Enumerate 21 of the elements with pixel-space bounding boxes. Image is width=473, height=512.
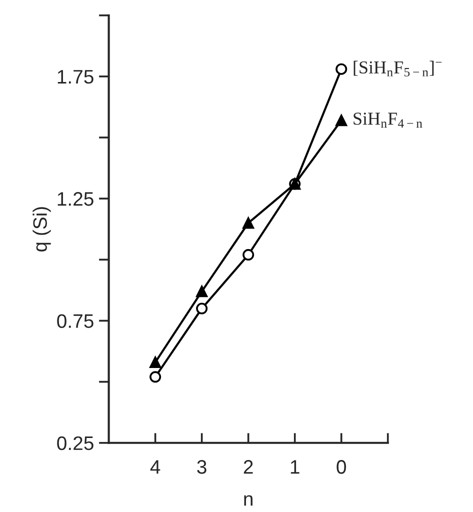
point [150,371,162,383]
y-tick-label: 1.25 [58,192,94,206]
point [242,249,254,261]
x-tick-label: 3 [197,460,206,474]
series-label: [SiH$_{n}$F$_{5−n}$]$^{−}$ [354,60,442,76]
point [150,356,162,368]
x-tick-label: 1 [290,460,300,474]
point [336,114,348,126]
x-tick-label: 4 [150,460,160,474]
point [336,63,348,75]
y-tick-label: 0.25 [57,436,94,450]
y-tick-label: 1.75 [58,70,94,84]
y-tick-label: 0.75 [57,314,94,328]
y-axis-title: q (Si) [32,207,51,252]
x-axis-title: n [244,495,252,506]
point [242,217,254,229]
point [196,302,208,314]
series-label: SiH$_{n}$F$_{4−n}$ [354,112,422,128]
x-tick-label: 0 [336,460,346,474]
x-tick-label: 2 [244,460,253,474]
point [196,286,208,298]
